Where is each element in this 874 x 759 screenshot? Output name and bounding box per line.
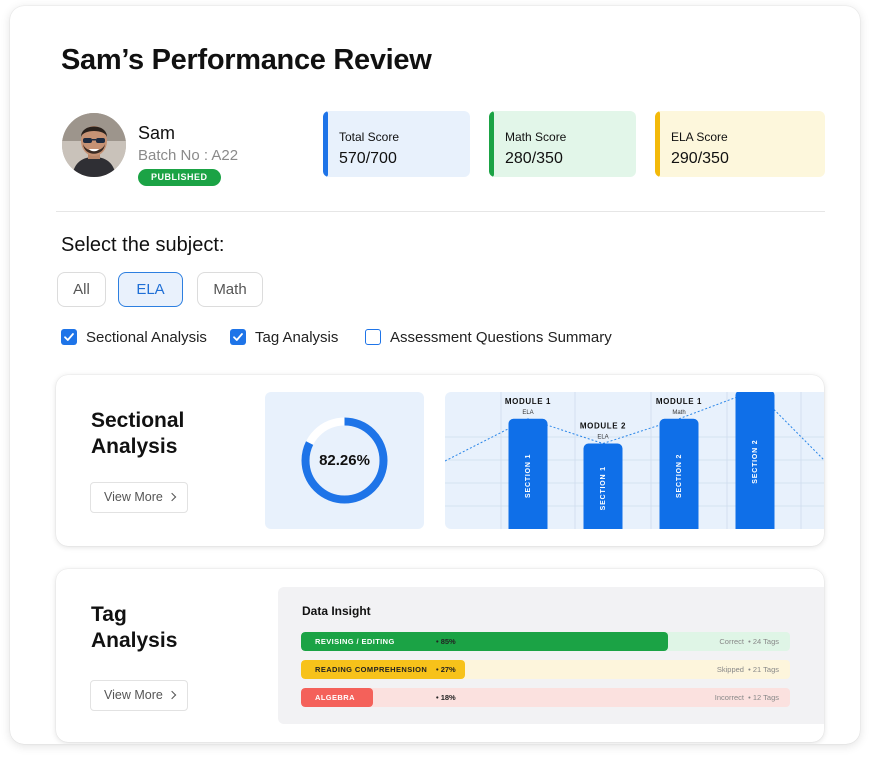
- donut-chart: [301, 417, 388, 504]
- checkbox-icon[interactable]: [230, 329, 246, 345]
- checkbox-label: Tag Analysis: [255, 329, 339, 346]
- donut-percent: 82.26%: [319, 452, 370, 469]
- divider: [56, 211, 825, 212]
- tag-count: • 12 Tags: [748, 693, 779, 702]
- subject-option-all[interactable]: All: [57, 272, 106, 307]
- module-bar: [583, 443, 623, 529]
- score-label: Total Score: [339, 130, 400, 144]
- title-line: Tag: [91, 603, 127, 626]
- score-label: ELA Score: [671, 130, 728, 144]
- ela-score-card: ELA Score 290/350: [655, 111, 825, 177]
- performance-review-card: Sam’s Performance Review Sam Batch No : …: [10, 6, 860, 744]
- checkbox-label: Sectional Analysis: [86, 329, 207, 346]
- sectional-analysis-title: Sectional Analysis: [91, 408, 184, 460]
- data-insight-card: Data Insight REVISING / EDITING • 85% Co…: [278, 587, 824, 724]
- tag-status: Correct • 24 Tags: [719, 632, 779, 651]
- section-label: SECTION 2: [676, 454, 683, 498]
- tag-analysis-title: Tag Analysis: [91, 602, 177, 654]
- tag-progress-fill: [301, 632, 668, 651]
- title-line: Sectional: [91, 409, 185, 432]
- module-label: MODULE 1: [656, 397, 702, 406]
- chevron-right-icon: [167, 492, 177, 502]
- tag-status: Skipped • 21 Tags: [717, 660, 779, 679]
- subject-option-math[interactable]: Math: [197, 272, 263, 307]
- checkbox-icon[interactable]: [61, 329, 77, 345]
- module-label: MODULE 2: [580, 422, 626, 431]
- score-label: Math Score: [505, 130, 567, 144]
- student-profile: Sam Batch No : A22 PUBLISHED: [61, 113, 321, 193]
- tag-progress-fill: [301, 660, 465, 679]
- tag-count: • 24 Tags: [748, 637, 779, 646]
- data-insight-title: Data Insight: [302, 604, 371, 618]
- section-label: SECTION 2: [752, 440, 759, 484]
- tag-row: ALGEBRA • 18% Incorrect • 12 Tags: [301, 688, 790, 707]
- score-value: 280/350: [505, 150, 563, 167]
- tag-analysis-panel: Tag Analysis View More Data Insight REVI…: [56, 569, 824, 742]
- tag-row: REVISING / EDITING • 85% Correct • 24 Ta…: [301, 632, 790, 651]
- score-accent-bar: [489, 111, 494, 177]
- subject-select-label: Select the subject:: [61, 234, 225, 256]
- view-more-button[interactable]: View More: [90, 680, 188, 711]
- title-line: Analysis: [91, 629, 178, 652]
- avatar: [62, 113, 126, 177]
- checkbox-label: Assessment Questions Summary: [390, 329, 612, 346]
- subject-option-ela[interactable]: ELA: [118, 272, 183, 307]
- title-line: Analysis: [91, 435, 178, 458]
- tag-percent: • 18%: [436, 693, 456, 702]
- tag-name: ALGEBRA: [315, 693, 355, 702]
- score-accent-bar: [323, 111, 328, 177]
- subject-label: ELA: [597, 435, 608, 441]
- tag-status-text: Skipped: [716, 665, 744, 674]
- view-more-label: View More: [104, 490, 163, 504]
- total-score-card: Total Score 570/700: [323, 111, 470, 177]
- view-more-label: View More: [104, 688, 163, 702]
- module-bar-chart-svg: MODULE 1 ELA SECTION 1 MODULE 2 ELA SECTION 1…: [445, 392, 824, 529]
- view-more-button[interactable]: View More: [90, 482, 188, 513]
- status-badge: PUBLISHED: [138, 169, 221, 186]
- section-label: SECTION 1: [525, 454, 532, 498]
- tag-status: Incorrect • 12 Tags: [715, 688, 779, 707]
- tag-count: • 21 Tags: [748, 665, 779, 674]
- module-label: MODULE 1: [505, 397, 551, 406]
- module-bar-chart: MODULE 1 ELA SECTION 1 MODULE 2 ELA SECTION 1…: [445, 392, 824, 529]
- sectional-analysis-panel: Sectional Analysis View More 82.26% MODU…: [56, 375, 824, 546]
- student-name: Sam: [138, 123, 176, 143]
- chevron-right-icon: [167, 690, 177, 700]
- batch-number: Batch No : A22: [138, 147, 239, 164]
- page-title: Sam’s Performance Review: [61, 44, 432, 76]
- score-value: 290/350: [671, 150, 729, 167]
- section-label: SECTION 1: [600, 466, 607, 510]
- subject-label: ELA: [522, 410, 533, 416]
- module-bar: [659, 418, 699, 529]
- tag-status-text: Correct: [719, 637, 744, 646]
- tag-name: REVISING / EDITING: [315, 637, 395, 646]
- tag-name: READING COMPREHENSION: [315, 665, 428, 674]
- math-score-card: Math Score 280/350: [489, 111, 636, 177]
- donut-progress-arc: [301, 417, 388, 504]
- checkbox-icon[interactable]: [365, 329, 381, 345]
- score-accent-bar: [655, 111, 660, 177]
- subject-label: Math: [672, 410, 685, 416]
- module-bar: [735, 392, 775, 529]
- module-bar: [508, 418, 548, 529]
- tag-percent: • 85%: [436, 637, 456, 646]
- tag-row: READING COMPREHENSION • 27% Skipped • 21…: [301, 660, 790, 679]
- tag-percent: • 27%: [436, 665, 456, 674]
- tag-progress-fill: [301, 688, 374, 707]
- score-donut-card: 82.26%: [265, 392, 424, 529]
- tag-status-text: Incorrect: [714, 693, 744, 702]
- score-value: 570/700: [339, 150, 397, 167]
